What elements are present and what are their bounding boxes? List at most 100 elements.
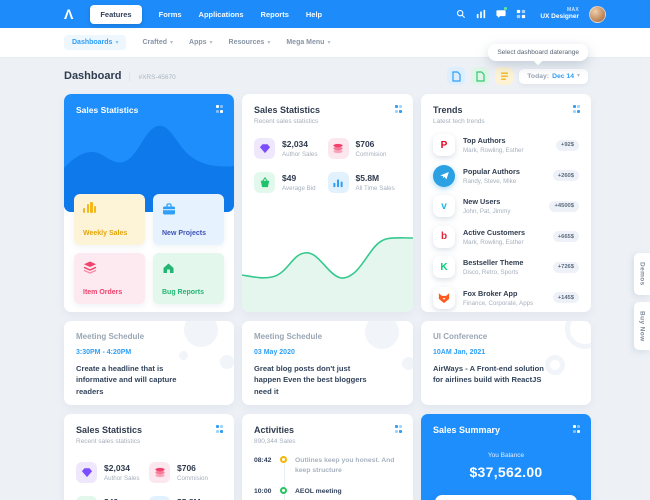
- trend-sub: Disco, Retro, Sports: [463, 269, 519, 276]
- trend-row-top-authors[interactable]: P Top Authors Mark, Rowling, Esther +92$: [433, 134, 579, 156]
- date-range-selector[interactable]: Today: Dec 14 ▾: [519, 68, 588, 84]
- trend-row-fox-broker-app[interactable]: Fox Broker App Finance, Corporate, Apps +…: [433, 286, 579, 309]
- status-dot-green: [280, 487, 287, 495]
- subnav-label: Crafted: [142, 39, 167, 46]
- card-menu-icon[interactable]: [215, 425, 223, 433]
- nav-item-applications[interactable]: Applications: [198, 9, 244, 19]
- subnav-label: Apps: [189, 39, 207, 46]
- card-menu-icon[interactable]: [394, 425, 402, 433]
- tile-new-projects[interactable]: New Projects: [153, 194, 224, 245]
- tile-bug-reports[interactable]: Bug Reports: [153, 253, 224, 304]
- decorative-circle: [365, 321, 399, 349]
- card-menu-icon[interactable]: [394, 105, 402, 113]
- nav-item-help[interactable]: Help: [305, 9, 323, 19]
- gem-icon: [254, 138, 275, 159]
- search-icon[interactable]: [456, 9, 466, 19]
- apps-grid-icon[interactable]: [516, 9, 526, 19]
- cards-grid: Sales Statistics Weekly Sales New Projec…: [0, 94, 650, 500]
- report-file-green-button[interactable]: [471, 67, 490, 85]
- report-file-blue-button[interactable]: [447, 67, 466, 85]
- discs-icon: [327, 138, 349, 159]
- tile-label: New Projects: [162, 230, 206, 237]
- basket-icon: [254, 172, 275, 193]
- decorative-circle: [402, 357, 413, 370]
- tile-weekly-sales[interactable]: Weekly Sales: [74, 194, 145, 245]
- nav-item-reports[interactable]: Reports: [260, 9, 289, 19]
- subnav-item-mega-menu[interactable]: Mega Menu ▾: [286, 39, 330, 46]
- gem-icon: [76, 462, 97, 483]
- nav-item-forms[interactable]: Forms: [158, 9, 182, 19]
- bing-icon: b: [433, 225, 455, 248]
- tile-item-orders[interactable]: Item Orders: [74, 253, 145, 304]
- activity-text: AEOL meeting: [295, 488, 342, 496]
- demos-tab[interactable]: Demos: [634, 253, 650, 295]
- stat-value: $706: [177, 463, 196, 473]
- chevron-down-icon: ▾: [267, 39, 271, 46]
- trend-name: Popular Authors: [463, 166, 520, 176]
- card-title: Meeting Schedule: [76, 332, 145, 341]
- activities-card: Activities 890,344 Sales 08:42 Outlines …: [242, 414, 413, 500]
- trend-sub: Mark, Rowling, Esther: [463, 238, 524, 246]
- summary-sales-row[interactable]: Sales 4.7%: [435, 495, 577, 500]
- daterange-tooltip: Select dashboard daterange: [488, 44, 588, 61]
- trend-row-new-users[interactable]: v New Users John, Pat, Jimmy +4500$: [433, 195, 579, 217]
- stat-author-sales: $2,034 Author Sales: [76, 462, 149, 483]
- card-menu-icon[interactable]: [572, 105, 580, 113]
- sales-summary-card: Sales Summary You Balance $37,562.00 Sal…: [421, 414, 591, 500]
- stat-value: $49: [282, 173, 297, 183]
- chevron-down-icon: ▾: [327, 39, 331, 46]
- brand-logo[interactable]: Λ: [64, 6, 73, 22]
- analytics-icon[interactable]: [476, 9, 486, 19]
- trends-card: Trends Latest tech trends P Top Authors M…: [421, 94, 591, 312]
- buy-now-tab[interactable]: Buy Now: [634, 301, 650, 351]
- trend-row-popular-authors[interactable]: Popular Authors Randy, Steve, Mike +260$: [433, 164, 579, 187]
- card-subtitle: 890,344 Sales: [254, 438, 296, 445]
- report-list-yellow-button[interactable]: [495, 67, 514, 85]
- chevron-down-icon: ▾: [115, 39, 119, 46]
- subnav-label: Resources: [228, 39, 265, 46]
- page-title: Dashboard: [64, 70, 122, 82]
- decorative-circle: [179, 351, 188, 360]
- trend-row-bestseller-theme[interactable]: K Bestseller Theme Disco, Retro, Sports +…: [433, 256, 579, 278]
- user-name: MAX: [566, 6, 579, 13]
- status-dot-yellow: [280, 456, 287, 463]
- chat-icon[interactable]: [496, 7, 508, 19]
- subnav-item-crafted[interactable]: Crafted ▾: [142, 39, 173, 46]
- chevron-down-icon: ▾: [170, 39, 174, 46]
- date-value: Dec 14: [552, 72, 574, 80]
- trend-badge: +260$: [552, 170, 579, 181]
- card-title: Sales Statistics: [76, 425, 143, 435]
- stat-value: $2,034: [282, 139, 308, 149]
- layers-icon: [83, 261, 136, 279]
- briefcase-icon: [162, 202, 215, 220]
- meeting-date: 03 May 2020: [254, 349, 295, 356]
- card-menu-icon[interactable]: [215, 105, 223, 113]
- user-meta[interactable]: MAX UX Designer: [540, 7, 579, 21]
- trend-badge: +726$: [552, 261, 579, 273]
- stat-label: Author Sales: [282, 151, 318, 158]
- trend-badge: +4500$: [549, 200, 579, 212]
- trend-sub: Randy, Steve, Mike: [463, 177, 517, 185]
- card-menu-icon[interactable]: [572, 425, 580, 433]
- tile-label: Weekly Sales: [83, 230, 128, 237]
- subnav-item-resources[interactable]: Resources ▾: [229, 39, 271, 46]
- page-header-actions: Today: Dec 14 ▾: [447, 67, 588, 85]
- trend-name: Bestseller Theme: [463, 258, 524, 267]
- bar-chart-icon: [327, 172, 349, 193]
- trend-row-active-customers[interactable]: b Active Customers Mark, Rowling, Esther …: [433, 225, 579, 248]
- user-avatar[interactable]: [589, 5, 606, 23]
- nav-item-features[interactable]: Features: [90, 4, 142, 24]
- subnav-item-apps[interactable]: Apps ▾: [189, 39, 213, 46]
- decorative-circle: [184, 321, 218, 347]
- sales-chart-card: Sales Statistics Weekly Sales New Projec…: [64, 94, 234, 312]
- stat-label: Commision: [177, 475, 208, 482]
- subnav-item-dashboards[interactable]: Dashboards ▾: [64, 35, 127, 50]
- stat-author-sales: $2,034 Author Sales: [254, 138, 328, 159]
- tile-label: Bug Reports: [162, 289, 204, 296]
- page-code: #XRS-45670: [129, 71, 176, 81]
